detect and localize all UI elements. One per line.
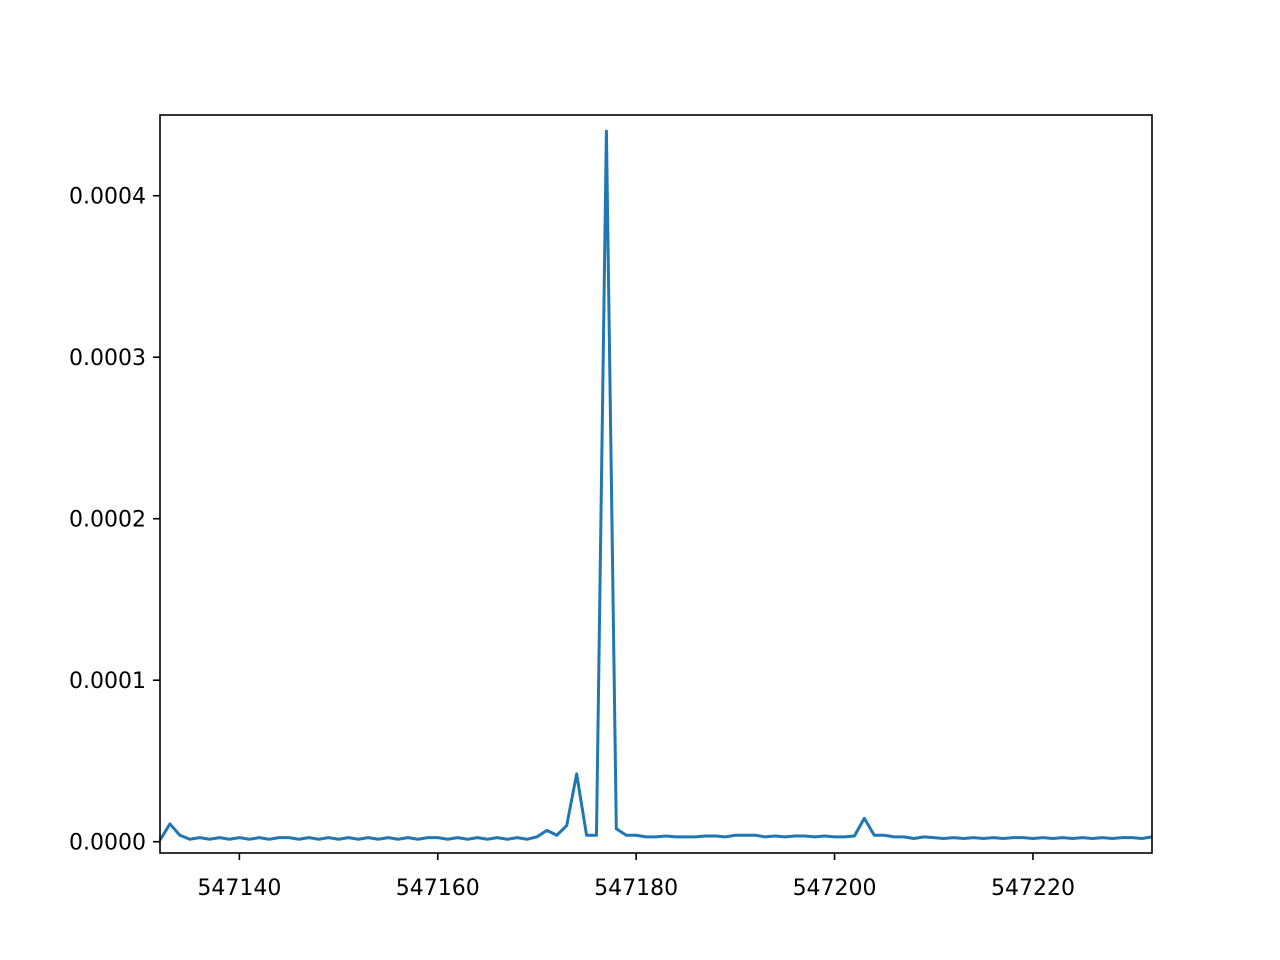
y-tick-label: 0.0001 bbox=[69, 669, 146, 694]
x-tick-label: 547180 bbox=[594, 876, 678, 901]
series-line-0 bbox=[158, 129, 1153, 841]
x-axis: 547140 547160 547180 547200 547220 bbox=[197, 853, 1075, 901]
y-tick-label: 0.0002 bbox=[69, 508, 146, 533]
x-tick-label: 547200 bbox=[793, 876, 877, 901]
plot-area bbox=[158, 129, 1153, 841]
axes-frame bbox=[159, 114, 1153, 854]
x-tick-label: 547140 bbox=[197, 876, 281, 901]
y-tick-label: 0.0004 bbox=[69, 185, 146, 210]
x-tick-label: 547160 bbox=[396, 876, 480, 901]
y-axis: 0.0000 0.0001 0.0002 0.0003 0.0004 bbox=[69, 185, 160, 856]
x-tick-label: 547220 bbox=[991, 876, 1075, 901]
y-tick-label: 0.0000 bbox=[69, 831, 146, 856]
y-tick-label: 0.0003 bbox=[69, 346, 146, 371]
